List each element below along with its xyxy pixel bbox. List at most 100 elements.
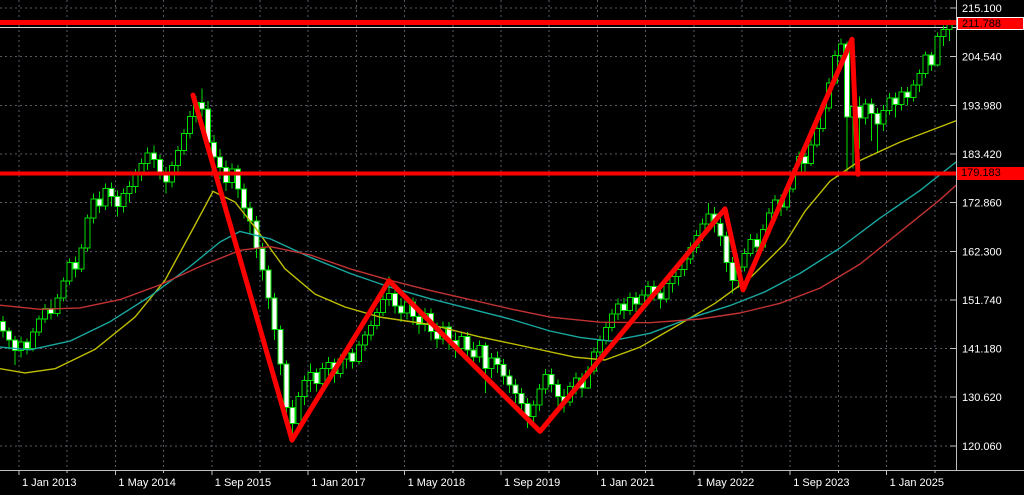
candle-body bbox=[814, 128, 821, 146]
candle-body bbox=[470, 349, 477, 358]
zigzag-line bbox=[190, 36, 861, 443]
ma-slow-red-line bbox=[0, 182, 959, 324]
candle-body bbox=[150, 152, 157, 161]
candle-body bbox=[500, 364, 507, 377]
date-label: 1 Jan 2025 bbox=[890, 477, 944, 489]
candle-body bbox=[916, 72, 923, 86]
candle-body bbox=[325, 362, 332, 369]
candle-body bbox=[78, 247, 85, 270]
candle-body bbox=[217, 156, 224, 168]
date-label: 1 Sep 2023 bbox=[793, 477, 849, 489]
candle-body bbox=[385, 293, 392, 301]
candle-body bbox=[729, 261, 736, 282]
candle-body bbox=[235, 168, 242, 190]
candle-body bbox=[554, 383, 561, 397]
candle-body bbox=[36, 318, 43, 333]
price-tick-label: 172.860 bbox=[962, 198, 1002, 210]
price-tick-label: 215.100 bbox=[962, 3, 1002, 15]
candle-body bbox=[747, 238, 754, 255]
ma-mid-teal-line bbox=[0, 159, 959, 351]
candle-body bbox=[211, 142, 218, 158]
candle-body bbox=[880, 109, 887, 125]
candle-body bbox=[874, 113, 881, 125]
candle-body bbox=[512, 384, 519, 395]
candle-body bbox=[753, 238, 760, 248]
candle-body bbox=[72, 261, 79, 270]
candle-body bbox=[518, 393, 525, 404]
candle-body bbox=[295, 395, 302, 425]
candle-body bbox=[313, 371, 320, 384]
candle-body bbox=[30, 331, 37, 349]
candle-body bbox=[464, 335, 471, 351]
candle-body bbox=[367, 324, 374, 336]
candle-body bbox=[530, 404, 537, 418]
candle-body bbox=[66, 261, 73, 282]
candle-body bbox=[120, 193, 127, 208]
price-tick-label: 151.740 bbox=[962, 295, 1002, 307]
candle-body bbox=[705, 213, 712, 225]
candle-body bbox=[42, 307, 49, 320]
candle-body bbox=[265, 269, 272, 299]
candle-body bbox=[548, 373, 555, 385]
candle-body bbox=[102, 188, 109, 207]
price-tick-label: 193.980 bbox=[962, 100, 1002, 112]
candle-body bbox=[542, 373, 549, 390]
candle-body bbox=[18, 341, 25, 351]
candle-body bbox=[868, 103, 875, 115]
candle-body bbox=[910, 84, 917, 98]
candle-body bbox=[355, 344, 362, 362]
ma-fast-yellow-line bbox=[0, 119, 959, 374]
time-scale-panel[interactable] bbox=[0, 471, 1024, 495]
candle-body bbox=[12, 339, 19, 351]
price-scale-panel[interactable] bbox=[956, 0, 1024, 495]
date-label: 1 Jan 2021 bbox=[600, 477, 654, 489]
candle-body bbox=[928, 54, 935, 66]
candle-body bbox=[627, 296, 634, 312]
candle-body bbox=[844, 43, 851, 118]
candle-body bbox=[663, 282, 670, 300]
candle-body bbox=[174, 149, 181, 167]
price-tick-label: 141.180 bbox=[962, 344, 1002, 356]
candle-body bbox=[307, 371, 314, 382]
candle-body bbox=[838, 43, 845, 56]
candle-body bbox=[723, 235, 730, 263]
candle-body bbox=[476, 345, 483, 358]
candle-body bbox=[506, 375, 513, 386]
candle-body bbox=[289, 406, 296, 425]
candle-body bbox=[283, 363, 290, 408]
candle-body bbox=[458, 335, 465, 349]
date-label: 1 Jan 2013 bbox=[22, 477, 76, 489]
candle-body bbox=[241, 188, 248, 209]
date-label: 1 Sep 2015 bbox=[215, 477, 271, 489]
candle-body bbox=[898, 91, 905, 105]
price-tick-label: 162.300 bbox=[962, 246, 1002, 258]
candle-body bbox=[621, 303, 628, 312]
candle-body bbox=[494, 357, 501, 366]
level-price-tag: 179.183 bbox=[957, 167, 1024, 180]
candle-body bbox=[596, 340, 603, 353]
candle-body bbox=[54, 297, 61, 314]
candle-body bbox=[229, 168, 236, 184]
candle-body bbox=[934, 36, 941, 66]
candle-body bbox=[609, 313, 616, 328]
candle-body bbox=[940, 29, 947, 38]
candle-body bbox=[741, 253, 748, 268]
candle-body bbox=[488, 357, 495, 369]
candle-body bbox=[277, 329, 284, 365]
candle-body bbox=[319, 367, 326, 384]
candle-body bbox=[397, 305, 404, 314]
candle-body bbox=[259, 247, 266, 271]
candle-body bbox=[675, 269, 682, 278]
candle-body bbox=[180, 132, 187, 151]
candle-body bbox=[645, 285, 652, 296]
price-tick-label: 120.060 bbox=[962, 441, 1002, 453]
candle-body bbox=[108, 188, 115, 197]
candle-body bbox=[60, 280, 67, 299]
candle-body bbox=[114, 195, 121, 208]
candle-body bbox=[90, 198, 97, 219]
candle-body bbox=[379, 299, 386, 314]
candle-body bbox=[198, 101, 205, 110]
candle-body bbox=[391, 293, 398, 307]
